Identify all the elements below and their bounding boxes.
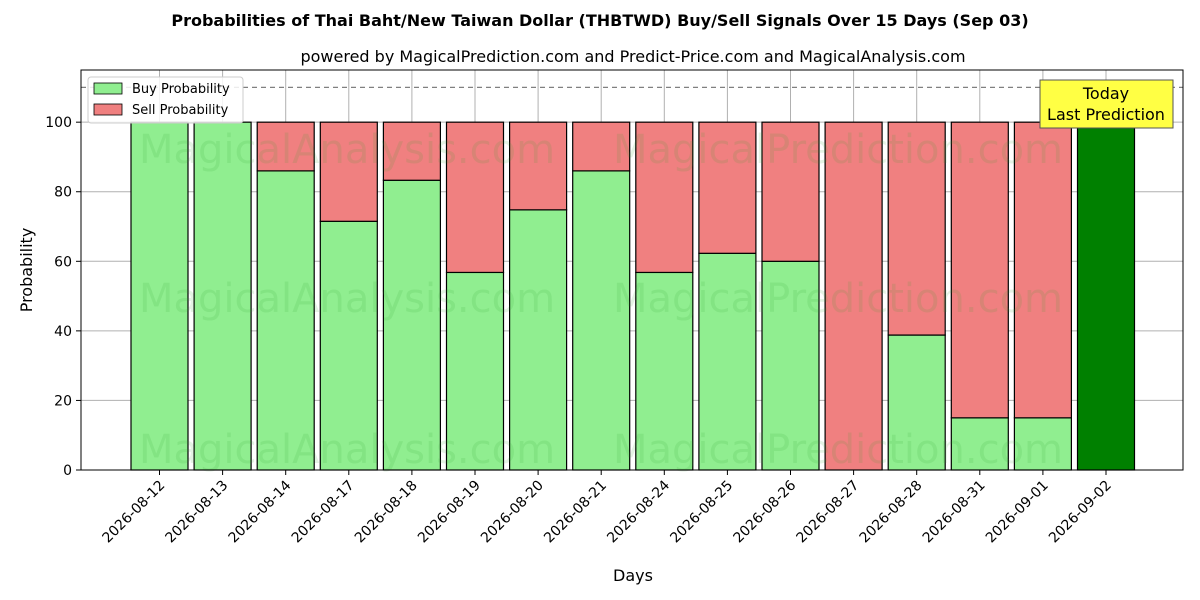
x-tick-label-2026-08-25: 2026-08-25 xyxy=(667,478,736,547)
bar-sell-2026-08-28 xyxy=(887,121,946,336)
bar-buy-2026-08-19 xyxy=(445,271,505,471)
bar-buy-2026-08-24 xyxy=(635,271,694,471)
bar-sell-2026-08-25 xyxy=(698,121,757,254)
bar-sell-2026-08-31 xyxy=(950,121,1009,419)
bar-sell-2026-08-18 xyxy=(382,121,441,181)
x-tick-label-2026-08-26: 2026-08-26 xyxy=(730,477,799,546)
watermark-2-0: MagicalAnalysis.com xyxy=(139,427,555,473)
y-tick-label-5: 100 xyxy=(45,115,72,131)
bar-buy-2026-08-25 xyxy=(698,252,757,471)
y-tick-label-0: 0 xyxy=(63,463,72,479)
legend-label-buy: Buy Probability xyxy=(132,82,230,97)
bar-sell-2026-08-20 xyxy=(509,121,568,211)
bar-buy-2026-08-26 xyxy=(761,260,820,471)
x-tick-label-2026-08-17: 2026-08-17 xyxy=(289,478,358,547)
bar-sell-2026-08-27 xyxy=(824,121,883,471)
chart-title: Probabilities of Thai Baht/New Taiwan Do… xyxy=(171,11,1028,30)
bars xyxy=(130,121,1136,471)
watermarks: MagicalAnalysis.com MagicalPrediction.com… xyxy=(139,127,1063,473)
bar-buy-2026-09-02 xyxy=(1076,121,1136,471)
x-tick-label-2026-08-31: 2026-08-31 xyxy=(920,478,989,547)
x-tick-label-2026-08-13: 2026-08-13 xyxy=(163,478,232,547)
annotation-line-1: Today xyxy=(1082,84,1129,103)
legend-box xyxy=(87,76,244,124)
y-axis: 0 20 40 60 80 100 xyxy=(45,115,81,479)
x-tick-label-2026-09-02: 2026-09-02 xyxy=(1046,478,1115,547)
bar-sell-2026-08-19 xyxy=(445,121,505,274)
x-tick-label-2026-09-01: 2026-09-01 xyxy=(983,478,1052,547)
bar-sell-2026-08-21 xyxy=(572,121,631,172)
bar-sell-2026-08-26 xyxy=(761,121,820,262)
chart-subtitle: powered by MagicalPrediction.com and Pre… xyxy=(300,47,965,66)
x-axis: 2026-08-122026-08-132026-08-142026-08-17… xyxy=(99,470,1115,547)
y-tick-label-2: 40 xyxy=(54,324,72,340)
plot-frame xyxy=(80,69,1184,471)
watermark-0-0: MagicalAnalysis.com xyxy=(139,127,555,173)
bar-sell-2026-08-17 xyxy=(319,121,378,222)
x-tick-label-2026-08-19: 2026-08-19 xyxy=(415,478,484,547)
x-tick-label-2026-08-28: 2026-08-28 xyxy=(857,478,926,547)
y-axis-label: Probability xyxy=(17,228,36,313)
x-tick-label-2026-08-12: 2026-08-12 xyxy=(99,478,168,547)
annotation-box xyxy=(1039,79,1174,129)
watermark-2-1: MagicalPrediction.com xyxy=(613,427,1063,473)
legend-swatch-buy xyxy=(93,82,123,95)
x-tick-label-2026-08-14: 2026-08-14 xyxy=(226,477,295,546)
x-tick-label-2026-08-21: 2026-08-21 xyxy=(541,478,610,547)
annotation-line-2: Last Prediction xyxy=(1047,105,1165,124)
x-axis-label: Days xyxy=(613,566,653,585)
y-tick-label-1: 20 xyxy=(54,393,72,409)
bar-sell-2026-09-01 xyxy=(1013,121,1073,419)
today-annotation: Today Last Prediction xyxy=(1039,79,1174,129)
bar-buy-2026-08-17 xyxy=(319,220,378,471)
watermark-1-1: MagicalPrediction.com xyxy=(613,276,1063,322)
x-tick-label-2026-08-27: 2026-08-27 xyxy=(794,478,863,547)
y-tick-label-4: 80 xyxy=(54,185,72,201)
bar-buy-2026-08-21 xyxy=(572,170,631,471)
bar-buy-2026-08-28 xyxy=(887,334,946,471)
bar-buy-2026-08-18 xyxy=(382,179,441,471)
legend: Buy Probability Sell Probability xyxy=(87,76,244,124)
x-tick-label-2026-08-24: 2026-08-24 xyxy=(604,477,673,546)
legend-label-sell: Sell Probability xyxy=(132,103,229,118)
x-tick-label-2026-08-18: 2026-08-18 xyxy=(352,478,421,547)
x-tick-label-2026-08-20: 2026-08-20 xyxy=(478,478,547,547)
bar-sell-2026-08-24 xyxy=(635,121,694,274)
bar-sell-2026-08-14 xyxy=(256,121,315,172)
watermark-0-1: MagicalPrediction.com xyxy=(613,127,1063,173)
legend-swatch-sell xyxy=(93,103,123,116)
watermark-1-0: MagicalAnalysis.com xyxy=(139,276,555,322)
bar-buy-2026-08-31 xyxy=(950,417,1009,471)
y-tick-label-3: 60 xyxy=(54,254,72,270)
